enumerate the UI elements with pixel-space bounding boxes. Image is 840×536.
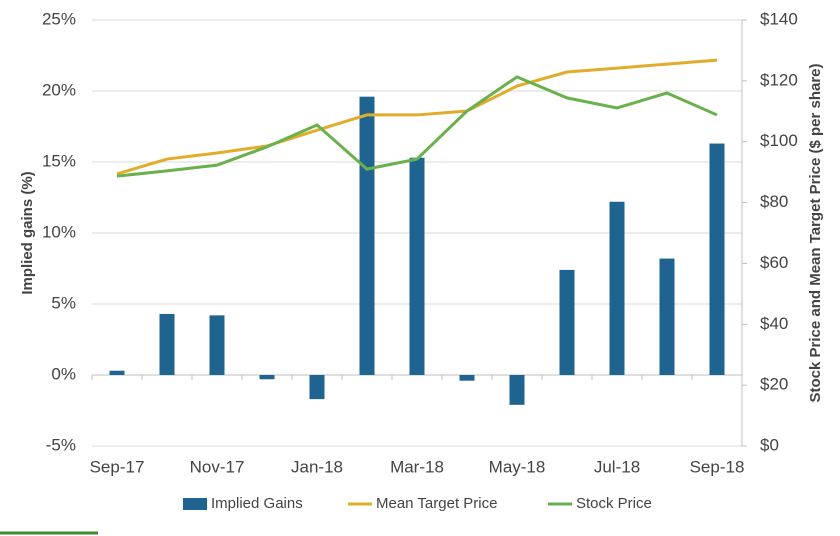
bar: [159, 313, 175, 375]
bar: [459, 375, 475, 381]
bar: [409, 157, 425, 375]
y-tick-label: 10%: [42, 222, 76, 241]
y-tick-label: 20%: [42, 80, 76, 99]
x-tick-label: Jan-18: [291, 457, 343, 476]
bar: [309, 375, 325, 400]
line: [116, 58, 718, 176]
y2-tick-label: $0: [760, 435, 779, 454]
y-axis-label: Implied gains (%): [19, 171, 36, 294]
y2-tick-label: $60: [760, 253, 788, 272]
y2-tick-label: $100: [760, 131, 798, 150]
legend-label: Implied Gains: [211, 495, 303, 512]
x-tick-label: May-18: [489, 457, 546, 476]
bar: [209, 315, 225, 375]
y2-tick-label: $80: [760, 192, 788, 211]
y2-tick-label: $20: [760, 375, 788, 394]
y-tick-label: 15%: [42, 151, 76, 170]
y2-tick-label: $40: [760, 314, 788, 333]
y2-tick-label: $120: [760, 70, 798, 89]
bar: [709, 143, 725, 375]
y-tick-label: 0%: [51, 364, 76, 383]
y2-tick-label: $140: [760, 9, 798, 28]
bar: [559, 269, 575, 375]
bar: [509, 375, 525, 405]
x-tick-label: Mar-18: [390, 457, 444, 476]
bar: [659, 258, 675, 375]
y-tick-label: 25%: [42, 9, 76, 28]
line: [116, 75, 718, 178]
legend-swatch: [183, 498, 207, 510]
y-tick-label: -5%: [46, 435, 76, 454]
x-tick-label: Jul-18: [594, 457, 640, 476]
legend-label: Stock Price: [576, 495, 652, 512]
y2-axis-label: Stock Price and Mean Target Price ($ per…: [807, 63, 824, 402]
bar: [609, 201, 625, 375]
x-tick-label: Sep-18: [690, 457, 745, 476]
bar: [109, 370, 125, 375]
bar: [359, 96, 375, 376]
x-tick-label: Sep-17: [90, 457, 145, 476]
bar: [259, 375, 275, 380]
y-tick-label: 5%: [51, 293, 76, 312]
legend-label: Mean Target Price: [376, 495, 497, 512]
x-tick-label: Nov-17: [190, 457, 245, 476]
